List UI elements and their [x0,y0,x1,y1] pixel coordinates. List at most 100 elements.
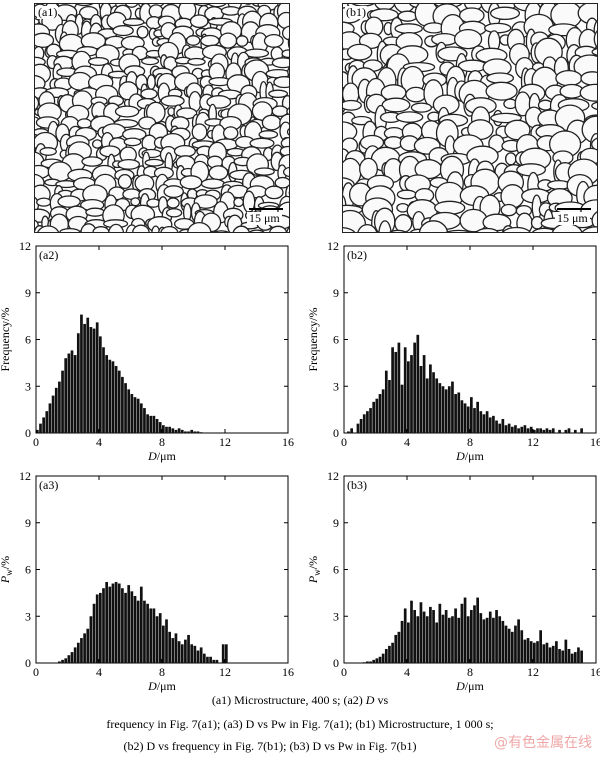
bar [419,365,423,433]
bar [130,591,134,663]
bar [520,426,524,433]
scale-bar-b1 [557,208,591,210]
bar [95,322,99,433]
bar [441,614,445,663]
bar [498,423,502,433]
bar [70,652,74,663]
x-tick-label: 8 [467,665,473,679]
grain [274,176,289,189]
y-tick-label: 0 [333,656,339,670]
bar [366,661,369,663]
bar [174,429,178,433]
bar [117,370,121,433]
bar [136,398,140,433]
x-tick-label: 12 [527,665,539,679]
bar [514,625,517,663]
bar [504,425,508,433]
bar [111,361,115,433]
grain [108,223,125,232]
bar [523,425,527,433]
bar [580,650,583,663]
bar [526,638,530,663]
bar [375,398,379,433]
bar [454,608,457,663]
grain [343,99,362,111]
bar [102,347,105,433]
bar [473,408,476,433]
bar [61,659,64,663]
bar [466,616,470,663]
bar [143,408,146,433]
grain [357,223,378,232]
bar [95,594,99,663]
micrograph-b1: (b1) 15 μm [342,3,598,233]
x-tick-label: 4 [96,435,102,449]
bar [510,426,514,433]
bar [498,616,502,663]
bar [391,642,394,663]
grain [193,194,218,209]
y-axis-label: Frequency/% [0,308,12,372]
bar [523,639,527,664]
bar [54,387,58,433]
x-tick-label: 16 [590,665,600,679]
x-tick-label: 8 [159,435,165,449]
grain [489,6,521,21]
grain [151,225,161,232]
grain [591,47,597,56]
y-tick-label: 6 [25,333,31,347]
bar [92,328,96,433]
bar [168,426,171,433]
bar [139,586,143,663]
bar [158,422,162,433]
bar [369,408,372,433]
y-tick-label: 6 [333,563,339,577]
bar [155,418,159,433]
bar [124,592,127,664]
y-tick-label: 6 [333,333,339,347]
bar [429,606,432,663]
bar [86,317,90,433]
bar [573,652,577,663]
grain [445,229,472,232]
grain [343,226,356,232]
y-tick-label: 9 [25,516,31,530]
bar [529,641,533,663]
bar [551,428,555,433]
grain [35,32,55,48]
x-tick-label: 4 [404,665,410,679]
bar [422,611,426,663]
bar [378,394,382,433]
x-tick-label: 8 [159,665,165,679]
bar [92,603,96,663]
grain [485,81,518,101]
bar [347,431,350,433]
bar [168,631,171,663]
bar [504,625,508,663]
bar [488,611,492,663]
grain [57,195,81,208]
bar [196,431,200,433]
grain [132,224,150,232]
bar [413,342,416,433]
bar [86,628,90,663]
bar [400,620,404,663]
bar [533,429,536,433]
grain [287,66,289,77]
grain [394,214,413,232]
bar [545,428,549,433]
bar [99,592,102,664]
bar [482,619,486,663]
bar [476,597,479,663]
bar [76,642,80,663]
bar [438,383,442,433]
bar [539,428,542,433]
bar [165,426,168,433]
y-tick-label: 0 [25,656,31,670]
x-tick-label: 12 [527,435,539,449]
grain [343,209,367,232]
bar [117,583,121,663]
chart-a3: 0 4 8 12 16 0 3 6 9 12 (a3) D/μm Pw/% [0,469,294,693]
grain [418,220,449,232]
